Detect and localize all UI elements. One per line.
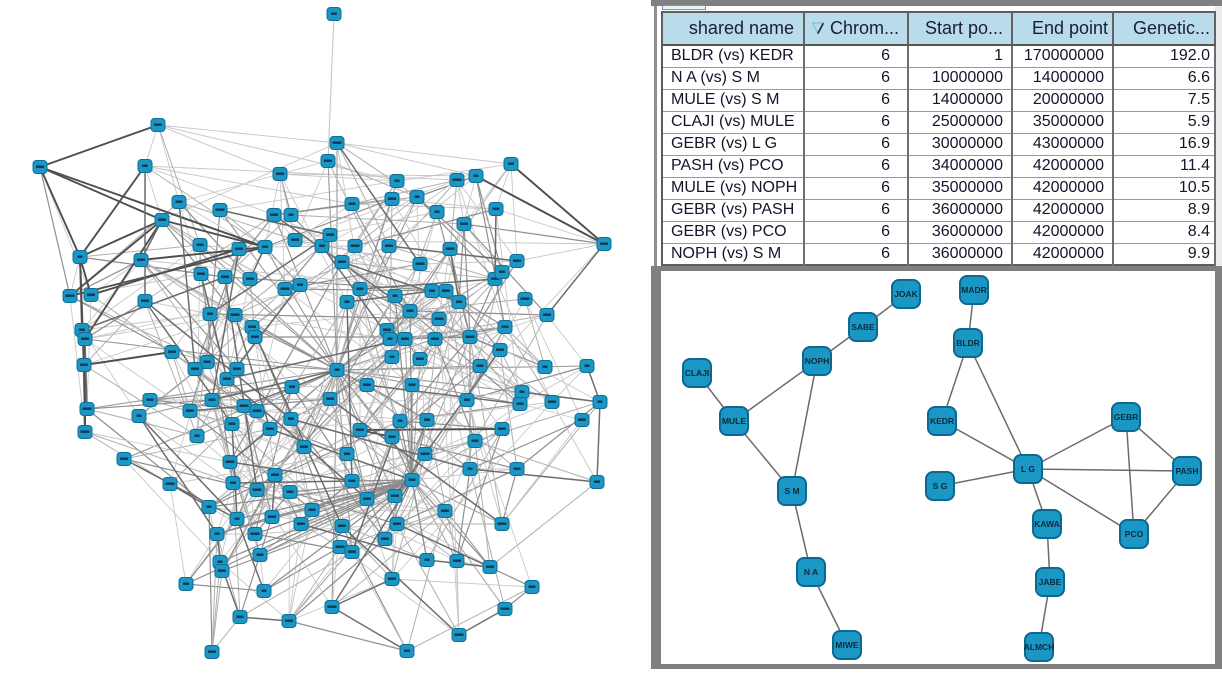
svg-text:CLAJI: CLAJI [685, 368, 710, 378]
svg-text:S M: S M [784, 486, 799, 496]
svg-text:ALMCH: ALMCH [1024, 642, 1055, 652]
svg-text:MULE: MULE [722, 416, 746, 426]
svg-text:PASH: PASH [1176, 466, 1199, 476]
svg-text:MADR: MADR [961, 285, 987, 295]
svg-text:SABE: SABE [851, 322, 875, 332]
svg-text:L G: L G [1021, 464, 1035, 474]
svg-text:MIWE: MIWE [835, 640, 858, 650]
svg-text:KAWA: KAWA [1034, 519, 1060, 529]
svg-text:NOPH: NOPH [805, 356, 830, 366]
svg-text:JOAK: JOAK [894, 289, 918, 299]
svg-text:S G: S G [933, 481, 948, 491]
svg-text:PCO: PCO [1125, 529, 1144, 539]
svg-text:GEBR: GEBR [1114, 412, 1139, 422]
svg-text:KEDR: KEDR [930, 416, 954, 426]
svg-text:BLDR: BLDR [956, 338, 980, 348]
svg-text:JABE: JABE [1039, 577, 1062, 587]
svg-text:N A: N A [804, 567, 818, 577]
